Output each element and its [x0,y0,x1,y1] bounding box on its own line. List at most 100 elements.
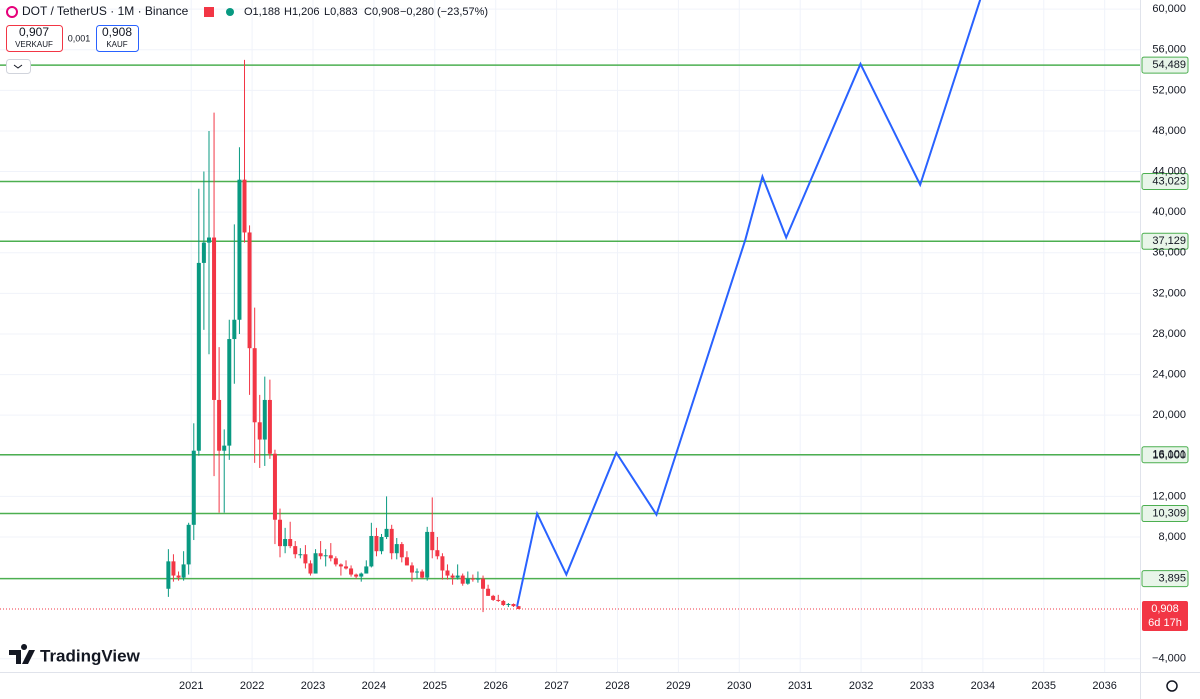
grid [0,0,1140,672]
candles [166,59,521,613]
candle-body [222,445,227,451]
level-label-box [1141,232,1189,250]
candle-body [389,528,394,554]
candle-body [359,573,364,577]
x-tick-label: 2027 [544,680,568,692]
y-tick-label: 16,000 [1152,450,1186,462]
candle-body [166,561,171,589]
candle-body [470,578,475,580]
flag[interactable] [204,7,214,17]
candle-body [338,564,343,567]
last-price-box [1142,600,1188,631]
last-price-label: 0,908 [1151,603,1179,615]
brand-logo [9,644,35,664]
candle-body [450,575,455,578]
x-tick-label: 2021 [179,680,203,692]
candle-body [186,524,191,565]
candle-body [404,557,409,566]
y-tick-label: 60,000 [1152,3,1186,15]
countdown: 6d 17h [1148,617,1182,629]
y-tick-label: 12,000 [1152,490,1186,502]
candle-body [303,554,308,564]
collapse-button[interactable] [6,59,31,74]
level-label: 43,023 [1152,175,1186,187]
candle-body [420,571,425,578]
x-tick-label: 2033 [910,680,934,692]
candle-body [374,535,379,552]
brand: TradingView [40,646,141,665]
candle-body [445,570,450,576]
candle-body [227,339,232,446]
sell-price: 0,907 [19,25,49,39]
candle-body [409,565,414,573]
x-tick-label: 2022 [240,680,264,692]
x-tick-label: 2028 [605,680,629,692]
symbol-icon [6,6,18,18]
candle-body [196,262,201,451]
chevron [13,64,23,69]
ohlc-close: C0,908 [364,6,399,18]
y-tick-label: 32,000 [1152,287,1186,299]
candle-body [486,588,491,596]
y-tick-label: 44,000 [1152,165,1186,177]
buy-price: 0,908 [102,25,132,39]
candle-body [430,531,435,551]
ohlc-high: H1,206 [284,6,319,18]
candle-body [217,399,222,451]
candle-body [278,519,283,547]
candle-body [511,603,516,607]
x-tick-label: 2036 [1092,680,1116,692]
y-tick-label: 56,000 [1152,44,1186,56]
candle-body [501,600,506,606]
candle-body [272,453,277,520]
candle-body [455,575,460,578]
candle-body [344,566,349,569]
x-tick-label: 2025 [423,680,447,692]
candle-body [440,556,445,571]
candle-body [201,242,206,263]
level-label: 37,129 [1152,235,1186,247]
levels: 54,489 43,023 37,129 16,101 10,309 3,895 [0,56,1189,610]
x-tick-label: 2026 [483,680,507,692]
sell-label: VERKAUF [15,40,53,49]
ohlc-open: O1,188 [244,6,280,18]
candle-body [506,603,511,606]
candle-body [425,531,430,578]
candle-body [318,553,323,557]
candle-body [328,555,333,559]
candle-body [349,568,354,575]
level-label-box [1141,570,1189,588]
candle-body [394,544,399,554]
y-tick-label: 24,000 [1152,368,1186,380]
symbol: DOT / TetherUS · 1M · Binance [22,4,189,18]
candle-body [460,575,465,584]
candle-body [399,544,404,558]
candle-body [257,422,262,440]
change: −0,280 (−23,57%) [400,6,488,18]
candle-body [491,595,496,600]
projection [516,0,982,607]
candle-body [475,578,480,580]
y-tick-label: 36,000 [1152,247,1186,259]
sell-button[interactable] [6,25,63,52]
status-dot [226,8,234,16]
level-label: 16,101 [1152,449,1186,461]
candle-body [379,536,384,552]
candle-body [171,561,176,576]
x-tick-label: 2035 [1032,680,1056,692]
candle-body [369,535,374,567]
y-tick-label: 20,000 [1152,409,1186,421]
candle-body [293,546,298,555]
candle-body [237,179,242,320]
settings[interactable] [1166,680,1178,692]
y-tick-label: 8,000 [1158,531,1186,543]
candle-body [232,319,237,340]
candle-body [242,179,247,233]
buy-button[interactable] [96,25,139,52]
x-tick-label: 2030 [727,680,751,692]
x-tick-label: 2034 [971,680,995,692]
candle-body [247,232,252,349]
candle-body [333,558,338,565]
